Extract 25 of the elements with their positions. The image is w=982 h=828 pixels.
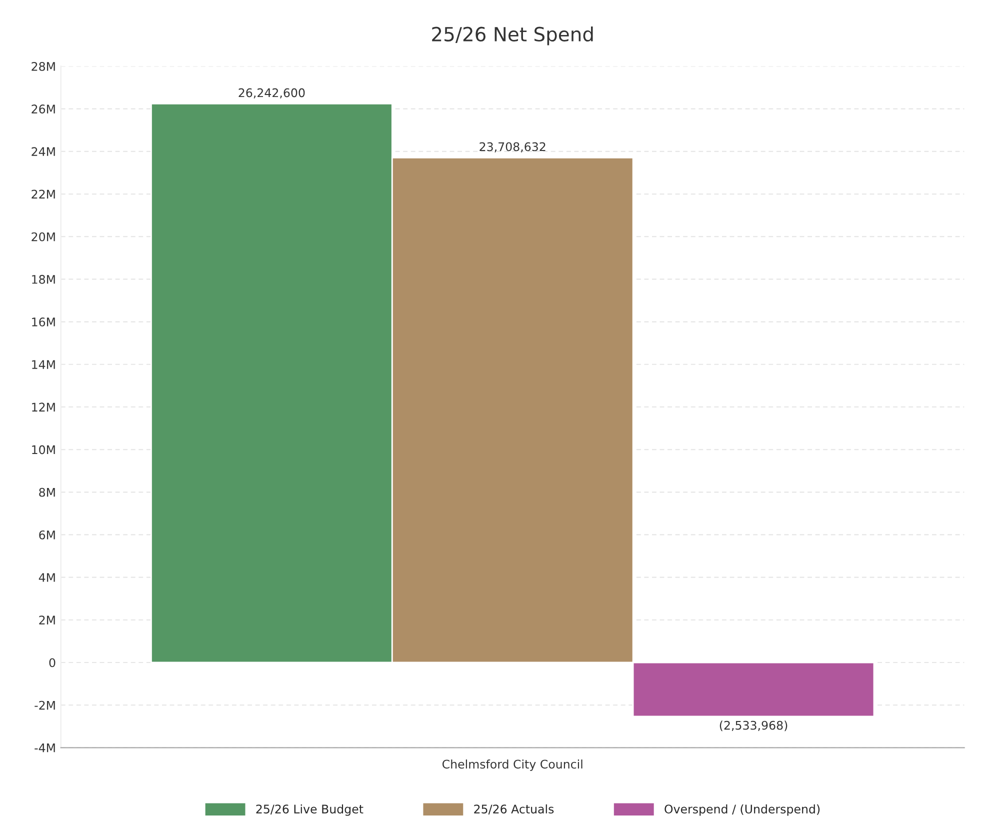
y-tick-label: 2M	[39, 616, 55, 624]
data-label: 26,242,600	[238, 88, 305, 98]
y-tick-label: 18M	[32, 274, 55, 284]
data-label: (2,533,968)	[720, 720, 788, 732]
y-tick-label: 20M	[32, 232, 55, 242]
y-tick-label: 16M	[32, 318, 55, 326]
y-tick-label: 24M	[32, 147, 55, 156]
y-tick-label: 0	[49, 658, 56, 668]
y-tick-label: 12M	[32, 402, 55, 412]
y-tick-label: 14M	[32, 360, 55, 369]
chart-title: 25/26 Net Spend	[432, 26, 593, 46]
y-tick-label: 10M	[32, 445, 55, 454]
y-tick-label: 6M	[39, 530, 55, 540]
y-tick-label: -2M	[34, 700, 55, 710]
y-tick-label: 22M	[32, 190, 55, 198]
y-tick-label: 28M	[32, 62, 55, 71]
y-tick-label: 8M	[39, 488, 55, 497]
legend-label: 25/26 Actuals	[474, 804, 554, 814]
data-label: 23,708,632	[480, 142, 546, 152]
x-tick-label: Chelmsford City Council	[442, 759, 582, 771]
y-tick-label: 4M	[38, 573, 55, 582]
y-tick-label: -4M	[34, 744, 55, 752]
y-tick-label: 26M	[32, 104, 55, 114]
legend-label: Overspend / (Underspend)	[664, 804, 820, 816]
legend-label: 25/26 Live Budget	[256, 804, 364, 816]
